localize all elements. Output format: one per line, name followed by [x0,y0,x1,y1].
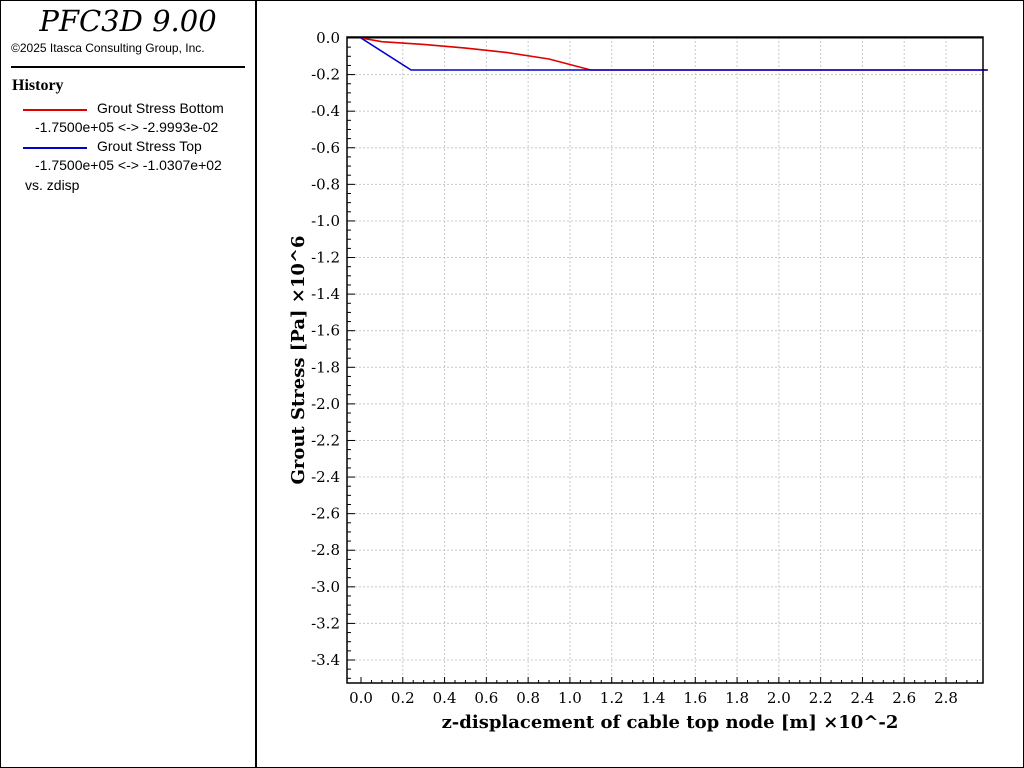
series-line-grout-stress-bottom [360,37,988,71]
x-tick-label: 2.6 [892,689,916,707]
y-tick-label: -2.4 [311,468,340,486]
y-tick-label: -0.4 [311,102,340,120]
plot-area-border [346,36,984,684]
tick-layer: 0.0 0.2 0.4 0.6 0.8 1.0 1.2 1.4 1.6 1.8 2.0 2.2 2.4 2… [311,29,978,707]
x-tick-label: 2.4 [850,689,874,707]
legend-series-range: -1.7500e+05 <-> -1.0307e+02 [35,157,222,173]
legend-item-grout-stress-bottom: Grout Stress Bottom -1.7500e+05 <-> -2.9… [1,100,255,140]
y-tick-label: -0.2 [311,66,340,84]
x-tick-label: 0.6 [474,689,498,707]
x-tick-label: 0.2 [391,689,415,707]
y-tick-label: -3.0 [311,578,340,596]
y-tick-label: -1.8 [311,358,340,376]
legend-vs-label: vs. zdisp [25,177,80,193]
y-tick-label: -0.6 [311,139,340,157]
series-line-grout-stress-top [360,37,988,71]
legend-item-grout-stress-top: Grout Stress Top -1.7500e+05 <-> -1.0307… [1,138,255,178]
legend-panel: PFC3D 9.00 ©2025 Itasca Consulting Group… [1,1,257,767]
legend-swatch-blue [23,147,87,149]
y-tick-label: -1.4 [311,285,340,303]
x-tick-label: 2.0 [767,689,791,707]
x-tick-label: 0.4 [433,689,457,707]
x-tick-label: 1.4 [642,689,666,707]
series-layer [347,37,988,71]
grid-layer [347,37,983,683]
x-tick-label: 0.8 [516,689,540,707]
x-tick-label: 1.6 [683,689,707,707]
y-tick-label: -2.2 [311,431,340,449]
y-tick-label: 0.0 [316,29,340,47]
history-heading: History [12,77,64,94]
legend-series-name: Grout Stress Bottom [97,100,224,116]
x-tick-label: 2.2 [809,689,833,707]
y-tick-label: -1.2 [311,249,340,267]
y-tick-label: -3.4 [311,651,340,669]
y-tick-label: -0.8 [311,175,340,193]
y-tick-label: -2.0 [311,395,340,413]
y-tick-label: -3.2 [311,614,340,632]
app-title: PFC3D 9.00 [39,4,217,38]
copyright-text: ©2025 Itasca Consulting Group, Inc. [11,41,205,55]
x-tick-label: 2.8 [934,689,958,707]
y-axis-title: Grout Stress [Pa] ×10^6 [288,235,309,484]
y-tick-label: -1.0 [311,212,340,230]
y-tick-label: -2.6 [311,505,340,523]
title-divider [11,66,245,68]
x-axis-title: z-displacement of cable top node [m] ×10… [442,712,899,733]
x-tick-label: 1.2 [600,689,624,707]
x-tick-label: 1.8 [725,689,749,707]
legend-swatch-red [23,109,87,111]
y-tick-label: -1.6 [311,322,340,340]
y-tick-label: -2.8 [311,541,340,559]
x-tick-label: 1.0 [558,689,582,707]
legend-series-range: -1.7500e+05 <-> -2.9993e-02 [35,119,219,135]
x-tick-label: 0.0 [349,689,373,707]
legend-series-name: Grout Stress Top [97,138,202,154]
